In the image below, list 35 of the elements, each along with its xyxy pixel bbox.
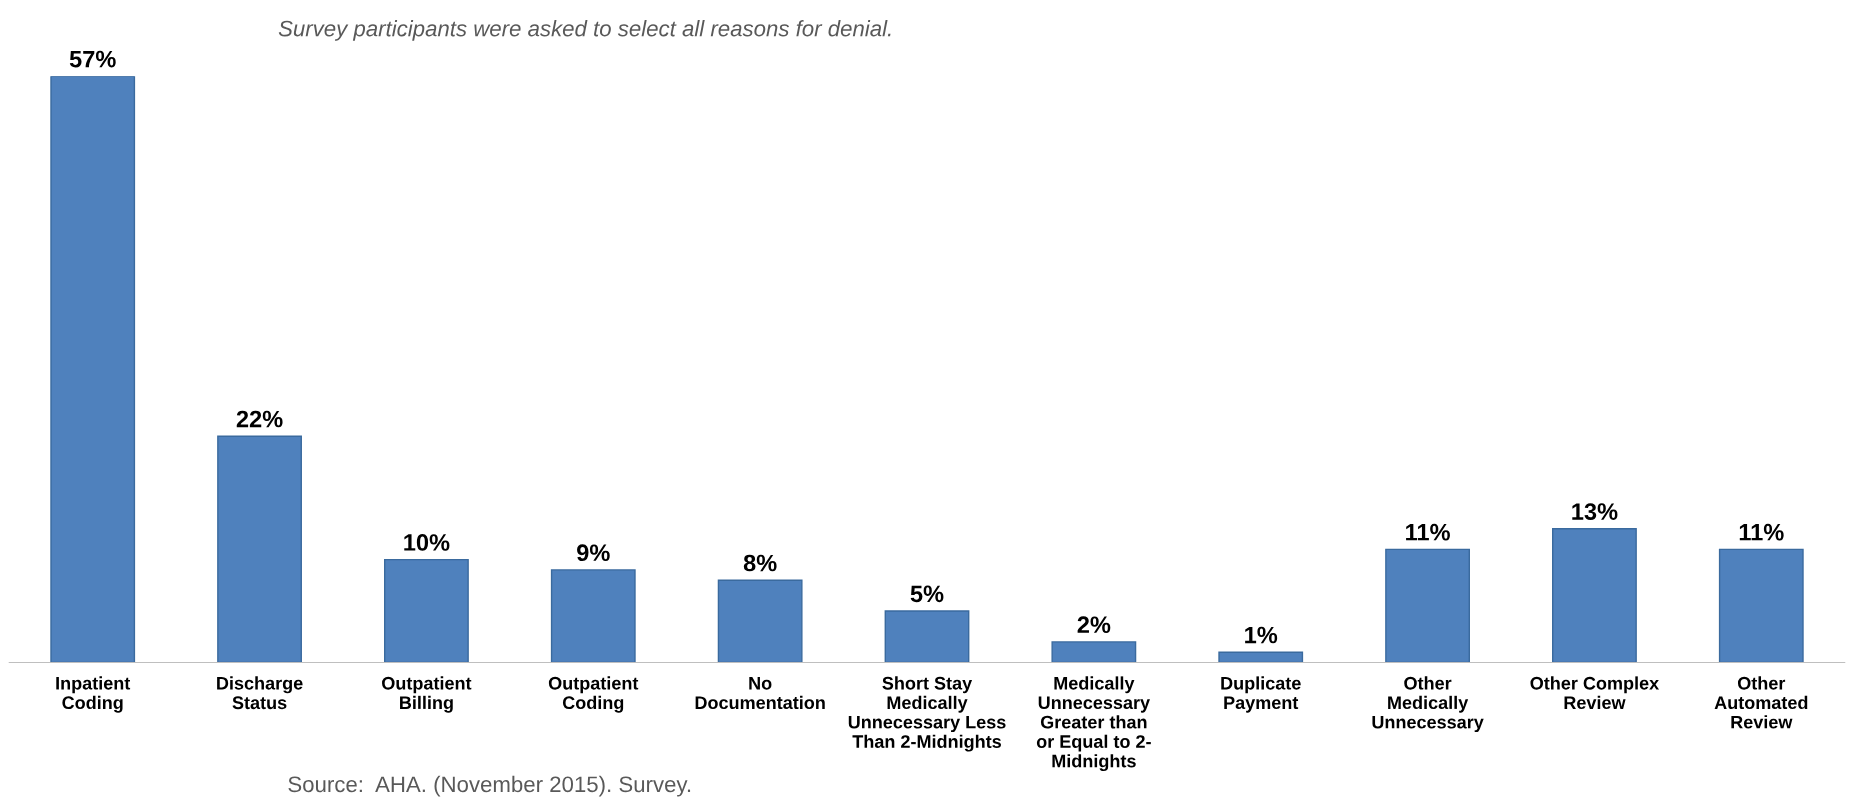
x-tick-label: Inpatient Coding	[56, 676, 131, 713]
x-tick-label: No Documentation	[695, 677, 825, 710]
data-label: 8%	[743, 554, 777, 572]
bar	[50, 76, 136, 663]
bar	[1718, 548, 1804, 663]
data-label: 1%	[1245, 626, 1278, 644]
data-label: 11%	[1739, 523, 1784, 541]
x-tick-label: Medically Unnecessary Greater than or Equal to 2- Midnights	[1036, 676, 1151, 772]
bar	[1552, 528, 1637, 663]
bar	[1385, 548, 1470, 663]
data-label: 2%	[1077, 616, 1111, 634]
chart-subtitle: Survey participants were asked to select all reasons for denial.	[278, 20, 891, 41]
data-label: 57%	[69, 50, 116, 68]
data-label: 11%	[1406, 523, 1450, 541]
x-tick-label: Other Complex Review	[1530, 676, 1660, 710]
x-tick-label: Outpatient Billing	[382, 676, 472, 713]
x-tick-label: Outpatient Coding	[548, 676, 639, 713]
bar	[884, 610, 970, 663]
x-tick-label: Duplicate Payment	[1221, 676, 1301, 713]
bar	[1051, 641, 1137, 663]
data-label: 9%	[577, 544, 610, 562]
bar	[550, 569, 636, 663]
data-label: 13%	[1572, 503, 1618, 520]
x-tick-label: Other Medically Unnecessary	[1372, 676, 1484, 733]
bar	[1218, 651, 1304, 663]
x-tick-label: Discharge Status	[217, 676, 303, 710]
x-tick-label: Short Stay Medically Unnecessary Less Than 2-Midnights	[848, 676, 1006, 752]
bar	[717, 579, 803, 663]
x-tick-label: Other Automated Review	[1714, 676, 1808, 729]
data-label: 10%	[404, 534, 450, 551]
bar	[217, 435, 302, 663]
bar	[384, 558, 469, 663]
data-label: 22%	[236, 410, 283, 428]
data-label: 5%	[910, 585, 944, 603]
source-note: Source: AHA. (November 2015). Survey.	[288, 775, 691, 797]
